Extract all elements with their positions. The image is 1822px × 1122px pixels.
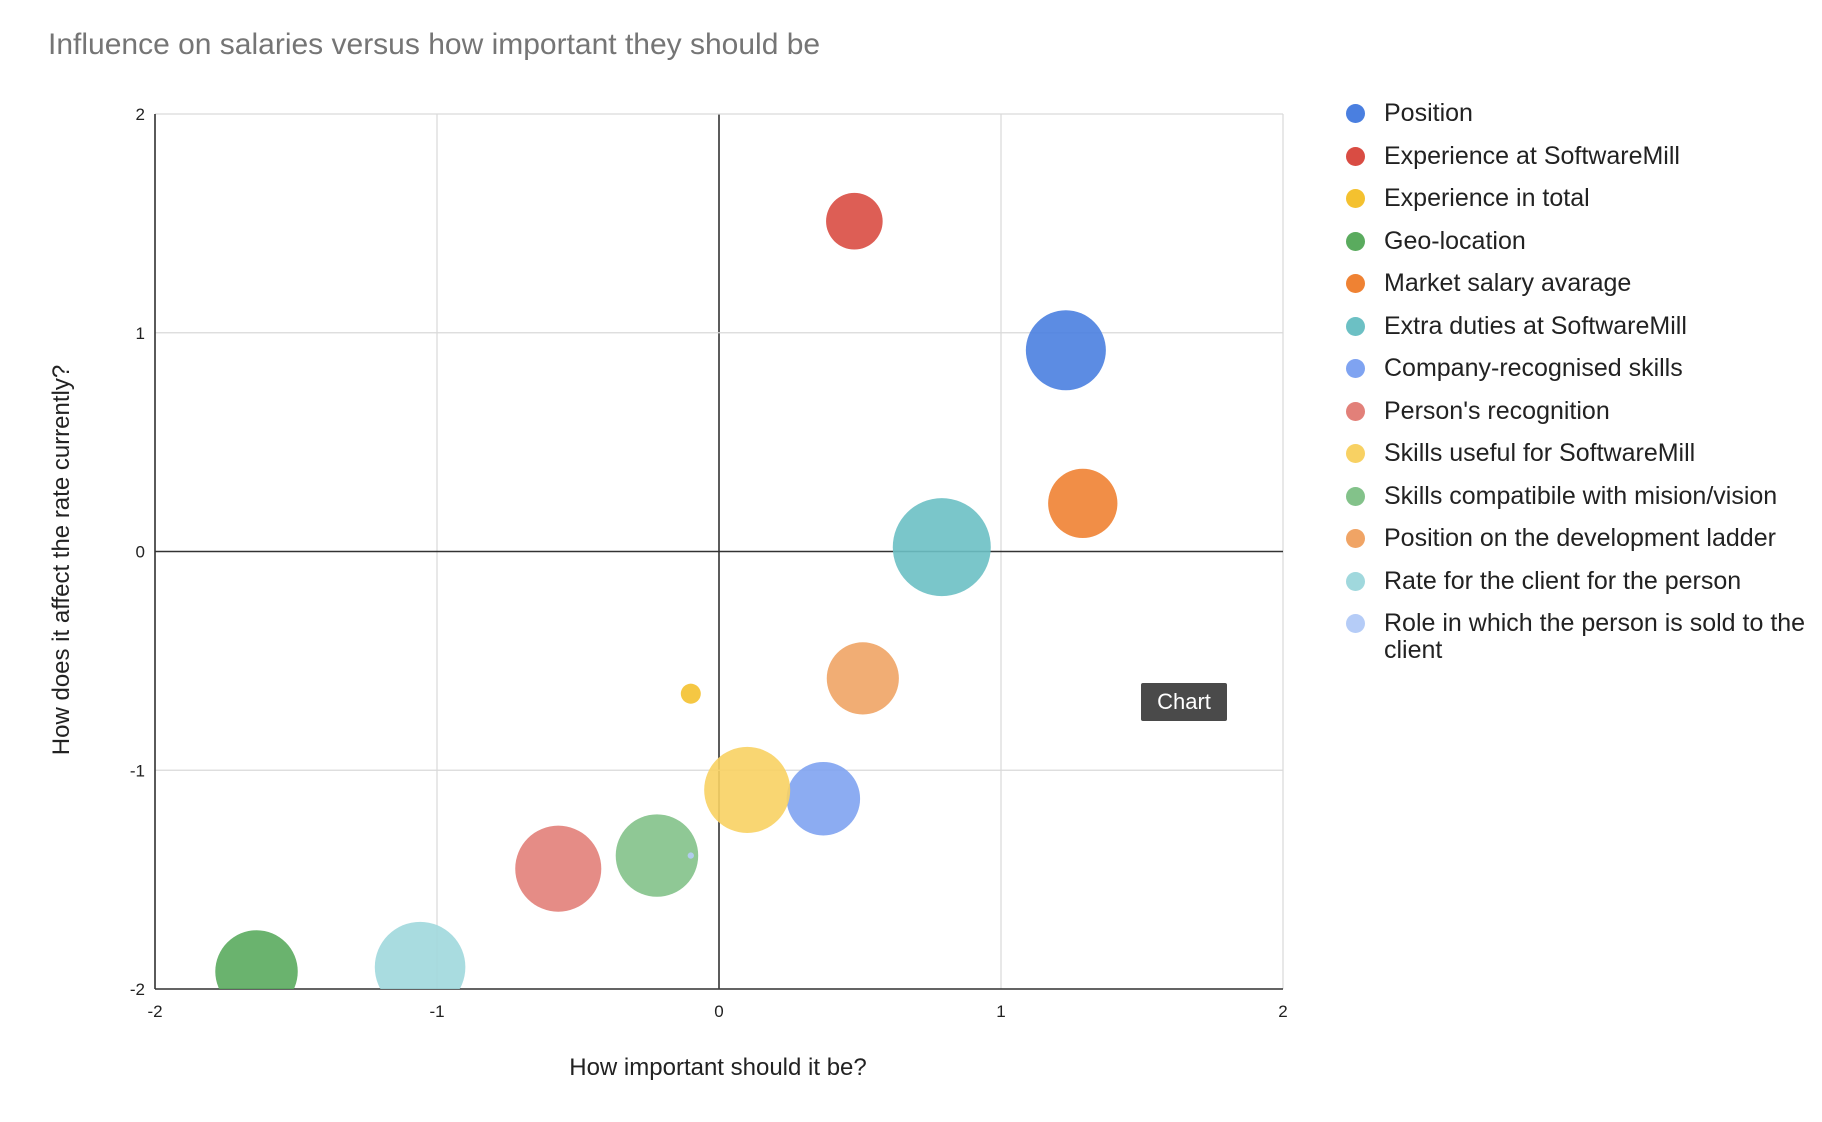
legend-marker-icon bbox=[1346, 231, 1365, 251]
legend-marker-icon bbox=[1346, 444, 1365, 463]
x-tick-label: 2 bbox=[1278, 1002, 1287, 1021]
legend-item[interactable]: Rate for the client for the person bbox=[1346, 566, 1816, 595]
legend-marker-icon bbox=[1346, 571, 1365, 591]
bubble-9[interactable] bbox=[704, 746, 791, 833]
y-tick-label: -2 bbox=[130, 980, 145, 999]
y-tick-label: 1 bbox=[136, 324, 145, 343]
bubble-3[interactable] bbox=[680, 683, 701, 704]
grid-lines bbox=[154, 113, 1284, 990]
bubble-4[interactable] bbox=[215, 930, 298, 1012]
legend-marker-icon bbox=[1346, 614, 1365, 633]
legend-item[interactable]: Experience at SoftwareMill bbox=[1346, 141, 1816, 170]
legend-item[interactable]: Position on the development ladder bbox=[1346, 525, 1816, 552]
legend-item[interactable]: Role in which the person is sold to the … bbox=[1346, 610, 1816, 664]
legend-item[interactable]: Experience in total bbox=[1346, 185, 1816, 212]
bubbles bbox=[215, 192, 1118, 1013]
bubble-6[interactable] bbox=[892, 498, 991, 597]
legend-label: Position on the development ladder bbox=[1384, 524, 1776, 552]
legend-label: Geo-location bbox=[1384, 226, 1526, 255]
y-tick-label: 2 bbox=[136, 105, 145, 124]
x-axis-label: How important should it be? bbox=[569, 1054, 867, 1081]
legend-label: Experience at SoftwareMill bbox=[1384, 141, 1680, 170]
legend-label: Person's recognition bbox=[1384, 396, 1610, 425]
legend-item[interactable]: Extra duties at SoftwareMill bbox=[1346, 311, 1816, 340]
legend: Position Experience at SoftwareMill Experi… bbox=[1346, 100, 1816, 680]
legend-label: Rate for the client for the person bbox=[1384, 566, 1742, 595]
bubble-2[interactable] bbox=[826, 192, 883, 250]
legend-item[interactable]: Company-recognised skills bbox=[1346, 355, 1816, 382]
chart-tooltip: Chart bbox=[1141, 683, 1227, 721]
chart-title: Influence on salaries versus how importa… bbox=[48, 28, 821, 61]
bubble-12[interactable] bbox=[374, 921, 466, 1013]
bubble-5[interactable] bbox=[1048, 468, 1118, 539]
x-tick-label: -2 bbox=[147, 1002, 162, 1021]
legend-item[interactable]: Geo-location bbox=[1346, 226, 1816, 255]
legend-marker-icon bbox=[1346, 486, 1365, 506]
x-tick-label: 1 bbox=[996, 1002, 1005, 1021]
legend-marker-icon bbox=[1346, 529, 1365, 548]
y-axis-label: How does it affect the rate currently? bbox=[48, 365, 75, 755]
legend-label: Experience in total bbox=[1384, 184, 1590, 212]
bubble-7[interactable] bbox=[786, 761, 861, 836]
bubble-11[interactable] bbox=[826, 642, 899, 715]
legend-label: Position bbox=[1384, 99, 1473, 127]
legend-item[interactable]: Skills compatibile with mision/vision bbox=[1346, 481, 1816, 510]
legend-marker-icon bbox=[1346, 104, 1365, 123]
legend-marker-icon bbox=[1346, 316, 1365, 336]
legend-item[interactable]: Market salary avarage bbox=[1346, 270, 1816, 297]
bubble-10[interactable] bbox=[615, 814, 699, 897]
legend-item[interactable]: Person's recognition bbox=[1346, 396, 1816, 425]
legend-label: Market salary avarage bbox=[1384, 269, 1632, 297]
tick-labels: -2 -1 0 1 2 -2 -1 0 1 2 bbox=[130, 105, 1288, 1021]
legend-label: Company-recognised skills bbox=[1384, 354, 1683, 382]
bubble-13[interactable] bbox=[687, 852, 694, 859]
legend-marker-icon bbox=[1346, 146, 1365, 166]
y-tick-label: 0 bbox=[136, 543, 145, 562]
legend-marker-icon bbox=[1346, 274, 1365, 293]
legend-label: Skills useful for SoftwareMill bbox=[1384, 439, 1696, 467]
legend-marker-icon bbox=[1346, 189, 1365, 208]
x-tick-label: -1 bbox=[429, 1002, 444, 1021]
legend-label: Skills compatibile with mision/vision bbox=[1384, 481, 1778, 510]
legend-item[interactable]: Position bbox=[1346, 100, 1816, 127]
legend-item[interactable]: Skills useful for SoftwareMill bbox=[1346, 440, 1816, 467]
y-tick-label: -1 bbox=[130, 761, 145, 780]
legend-marker-icon bbox=[1346, 359, 1365, 378]
legend-label: Role in which the person is sold to the … bbox=[1384, 609, 1806, 664]
x-tick-label: 0 bbox=[714, 1002, 723, 1021]
bubble-8[interactable] bbox=[515, 825, 602, 912]
legend-label: Extra duties at SoftwareMill bbox=[1384, 311, 1687, 340]
bubble-1[interactable] bbox=[1025, 310, 1106, 391]
legend-marker-icon bbox=[1346, 401, 1365, 421]
